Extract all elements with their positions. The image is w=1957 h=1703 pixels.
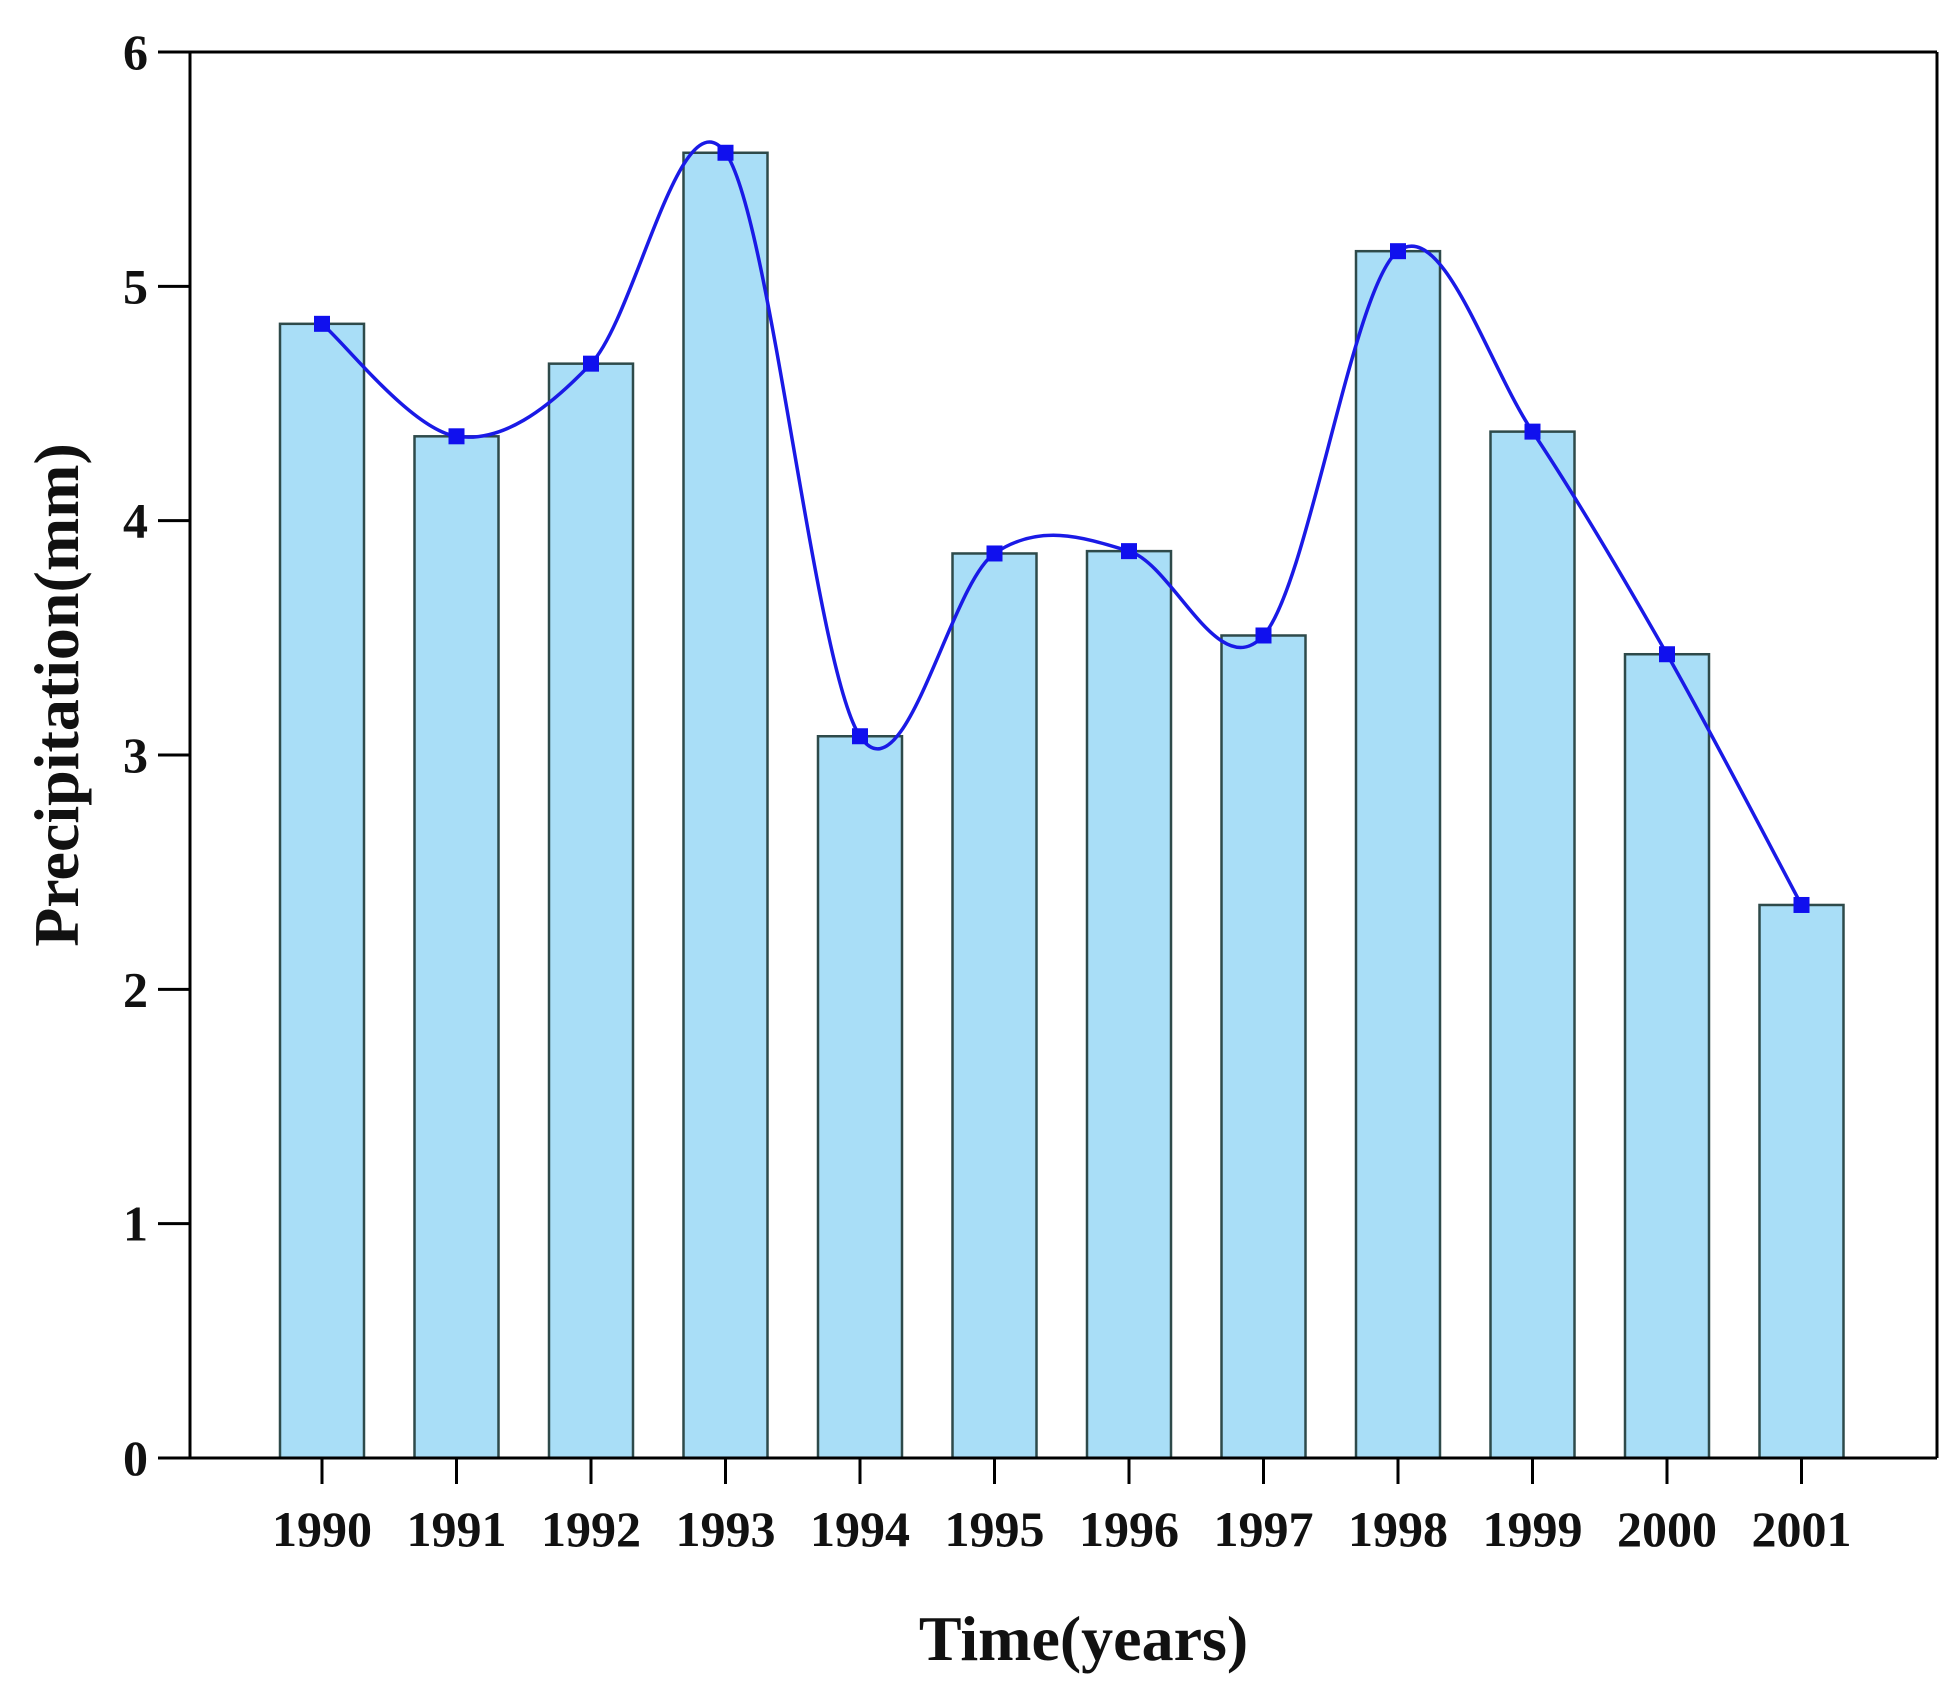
marker-2001 <box>1793 896 1810 913</box>
labels-layer: Time(years) Precipitation(mm) 0 1 2 3 4 5 6 199… <box>21 24 1852 1674</box>
marker-1997 <box>1255 627 1272 644</box>
marker-1991 <box>448 428 465 445</box>
line-layer <box>314 140 1810 913</box>
y-tick-label-4: 4 <box>123 493 148 549</box>
x-tick-label-2001: 2001 <box>1752 1501 1852 1557</box>
x-tick-label-1990: 1990 <box>272 1501 372 1557</box>
marker-1998 <box>1390 243 1406 260</box>
x-tick-label-1997: 1997 <box>1214 1501 1314 1557</box>
x-tick-label-2000: 2000 <box>1617 1501 1717 1557</box>
marker-1994 <box>852 728 868 745</box>
marker-1999 <box>1524 423 1541 440</box>
y-tick-label-3: 3 <box>123 727 148 783</box>
bar-1996 <box>1085 549 1173 1460</box>
x-tick-label-1992: 1992 <box>541 1501 641 1557</box>
bar-1995 <box>951 552 1038 1460</box>
bar-2001 <box>1758 903 1845 1460</box>
marker-1995 <box>986 545 1003 562</box>
marker-2000 <box>1659 646 1675 663</box>
x-tick-label-1998: 1998 <box>1348 1501 1448 1557</box>
y-axis-title: Precipitation(mm) <box>21 443 92 947</box>
marker-1996 <box>1121 543 1137 560</box>
x-tick-label-1995: 1995 <box>945 1501 1045 1557</box>
marker-1993 <box>717 144 734 161</box>
x-tick-label-1999: 1999 <box>1483 1501 1583 1557</box>
y-tick-label-5: 5 <box>123 258 148 314</box>
y-tick-label-6: 6 <box>123 24 148 80</box>
bar-2000 <box>1623 652 1711 1460</box>
marker-1990 <box>314 315 330 332</box>
x-tick-label-1996: 1996 <box>1079 1501 1179 1557</box>
bar-1994 <box>816 735 904 1460</box>
bar-1993 <box>682 151 769 1460</box>
axes-layer <box>158 50 1939 1484</box>
x-tick-label-1993: 1993 <box>676 1501 776 1557</box>
x-tick-label-1994: 1994 <box>810 1501 910 1557</box>
bar-1991 <box>413 435 500 1460</box>
trend-line <box>320 140 1804 906</box>
bar-1997 <box>1220 634 1307 1460</box>
y-tick-label-2: 2 <box>123 961 148 1017</box>
x-axis-title: Time(years) <box>919 1603 1248 1674</box>
bar-1990 <box>278 322 366 1460</box>
bar-1998 <box>1354 249 1442 1460</box>
bar-1999 <box>1489 430 1576 1460</box>
marker-1992 <box>583 355 599 372</box>
y-tick-label-1: 1 <box>123 1196 148 1252</box>
bars-layer <box>278 151 1845 1460</box>
x-tick-label-1991: 1991 <box>407 1501 507 1557</box>
bar-1992 <box>547 362 635 1460</box>
y-tick-label-0: 0 <box>123 1430 148 1486</box>
